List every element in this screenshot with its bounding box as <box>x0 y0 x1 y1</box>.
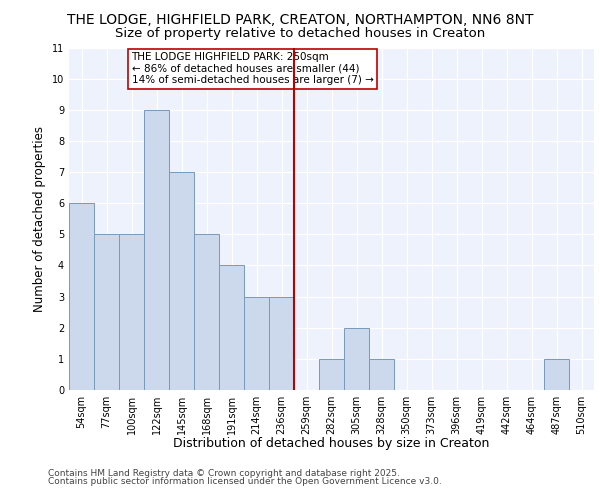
Bar <box>319 359 344 390</box>
Text: Size of property relative to detached houses in Creaton: Size of property relative to detached ho… <box>115 28 485 40</box>
Bar <box>119 234 144 390</box>
Text: Contains public sector information licensed under the Open Government Licence v3: Contains public sector information licen… <box>48 477 442 486</box>
Bar <box>244 296 269 390</box>
Bar <box>269 296 294 390</box>
Text: THE LODGE, HIGHFIELD PARK, CREATON, NORTHAMPTON, NN6 8NT: THE LODGE, HIGHFIELD PARK, CREATON, NORT… <box>67 12 533 26</box>
Bar <box>544 359 569 390</box>
Y-axis label: Number of detached properties: Number of detached properties <box>34 126 46 312</box>
Text: Contains HM Land Registry data © Crown copyright and database right 2025.: Contains HM Land Registry data © Crown c… <box>48 468 400 477</box>
Bar <box>219 266 244 390</box>
Bar <box>344 328 369 390</box>
Bar <box>369 359 394 390</box>
X-axis label: Distribution of detached houses by size in Creaton: Distribution of detached houses by size … <box>173 437 490 450</box>
Text: THE LODGE HIGHFIELD PARK: 250sqm
← 86% of detached houses are smaller (44)
14% o: THE LODGE HIGHFIELD PARK: 250sqm ← 86% o… <box>131 52 373 86</box>
Bar <box>144 110 169 390</box>
Bar <box>69 203 94 390</box>
Bar <box>94 234 119 390</box>
Bar <box>194 234 219 390</box>
Bar <box>169 172 194 390</box>
